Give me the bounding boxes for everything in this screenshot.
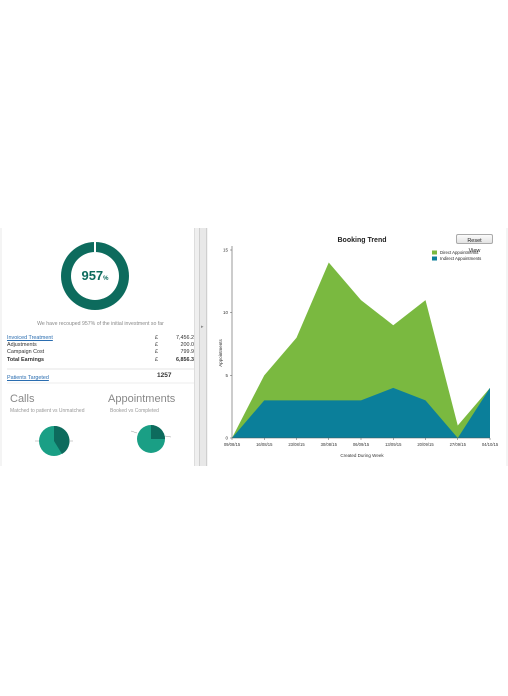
campaign-cost-currency: £ <box>155 349 158 355</box>
campaign-cost-label: Campaign Cost <box>7 349 45 355</box>
dashboard-screenshot: 957% We have recouped 957% of the initia… <box>0 228 508 466</box>
appointments-title: Appointments <box>108 393 176 405</box>
series-area-indirect-appointments <box>232 387 490 438</box>
total-earnings-amount: 6,856.30 <box>176 357 197 363</box>
x-tick-label: 30/08/15 <box>321 442 338 447</box>
calls-title: Calls <box>10 393 35 405</box>
roi-number: 957 <box>81 268 104 283</box>
patients-targeted-link[interactable]: Patients Targeted <box>7 375 49 381</box>
x-tick-label: 09/08/15 <box>224 442 241 447</box>
booking-trend-panel: Reset View Booking Trend Appointments Cr… <box>208 228 506 466</box>
adjustments-currency: £ <box>155 342 158 348</box>
adjustments-label: Adjustments <box>7 342 37 348</box>
summary-graphics <box>7 242 198 456</box>
invoiced-currency: £ <box>155 335 158 341</box>
adjustments-amount: 200.00 <box>180 342 198 348</box>
splitter-handle-icon: ▸ <box>201 324 204 330</box>
roi-unit: % <box>103 276 109 282</box>
x-tick-label: 20/09/15 <box>417 442 434 447</box>
patients-targeted-value: 1257 <box>157 372 172 379</box>
campaign-cost-amount: 799.95 <box>180 349 198 355</box>
booking-trend-chart: Booking Trend Appointments Created Durin… <box>218 237 499 458</box>
legend-label: Indirect Appointments <box>440 256 481 261</box>
total-earnings-label: Total Earnings <box>7 357 45 363</box>
series-area-direct-appointments <box>232 262 490 438</box>
y-tick-label: 10 <box>223 310 229 315</box>
pane-splitter[interactable]: ▸ <box>199 228 207 466</box>
chart-title: Booking Trend <box>338 237 387 244</box>
legend-swatch <box>432 256 437 261</box>
x-tick-label: 06/09/15 <box>353 442 370 447</box>
reset-view-button[interactable]: Reset View <box>456 234 493 254</box>
roi-value: 957% <box>72 268 118 283</box>
legend-swatch <box>432 250 437 255</box>
x-tick-label: 27/09/15 <box>450 442 467 447</box>
invoiced-treatment-link[interactable]: Invoiced Treatment <box>7 335 53 341</box>
calls-pie <box>35 425 73 456</box>
invoiced-amount: 7,456.25 <box>176 335 197 341</box>
chart-x-axis-label: Created During Week <box>340 453 384 458</box>
y-tick-label: 5 <box>225 373 228 378</box>
roi-donut-hole <box>71 252 119 300</box>
x-tick-label: 04/10/15 <box>482 442 499 447</box>
x-tick-label: 16/08/15 <box>256 442 273 447</box>
roi-donut-gap <box>94 242 96 252</box>
y-tick-label: 15 <box>223 248 229 253</box>
x-tick-label: 13/09/15 <box>385 442 402 447</box>
x-tick-label: 23/08/15 <box>288 442 305 447</box>
y-tick-label: 0 <box>225 436 228 441</box>
recoup-text: We have recouped 957% of the initial inv… <box>37 321 164 327</box>
summary-scrollbar[interactable] <box>194 228 199 466</box>
appointments-subtitle: Booked vs Completed <box>110 408 159 414</box>
legend-label: Direct Appointments <box>440 250 478 255</box>
chart-y-axis-label: Appointments <box>218 338 223 366</box>
summary-panel: 957% We have recouped 957% of the initia… <box>2 228 199 466</box>
total-earnings-currency: £ <box>155 357 158 363</box>
calls-subtitle: Matched to patient vs Unmatched <box>10 408 85 414</box>
appointments-pie <box>130 425 172 453</box>
